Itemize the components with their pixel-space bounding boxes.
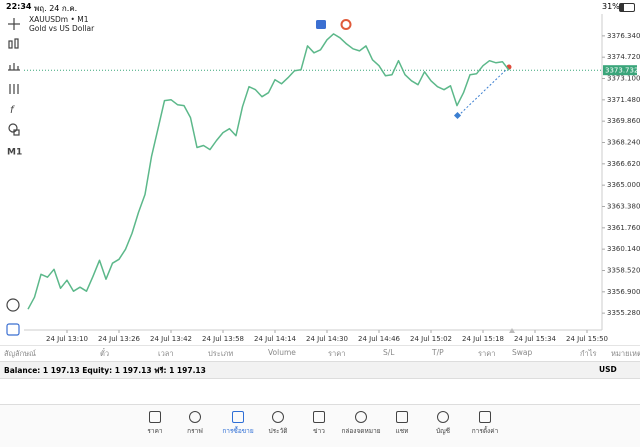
nav-label: กล่องจดหมาย	[341, 427, 381, 435]
x-tick-label: 24 Jul 14:30	[306, 335, 348, 343]
chart-title: XAUUSDm • M1	[29, 15, 89, 24]
y-tick-label: 3374.720	[607, 53, 640, 61]
x-tick-label: 24 Jul 15:18	[462, 335, 504, 343]
nav-icon	[232, 411, 244, 423]
nav-icon	[189, 411, 201, 423]
x-tick-label: 24 Jul 15:02	[410, 335, 452, 343]
column-header: T/P	[432, 348, 444, 357]
current-price-box	[603, 65, 637, 76]
nav-item[interactable]: กล่องจดหมาย	[331, 409, 391, 445]
y-tick-label: 3356.900	[607, 288, 640, 296]
y-tick-label: 3361.760	[607, 224, 640, 232]
nav-label: ประวัติ	[268, 427, 288, 435]
trade-tool[interactable]	[6, 323, 20, 336]
signal-icon[interactable]	[340, 19, 352, 30]
account-bar: Balance: 1 197.13 Equity: 1 197.13 ฟรี: …	[0, 361, 640, 379]
x-tick-label: 24 Jul 13:58	[202, 335, 244, 343]
nav-item[interactable]: แชท	[372, 409, 432, 445]
nav-label: การซื้อขาย	[222, 427, 254, 435]
nav-icon	[437, 411, 449, 423]
nav-item[interactable]: กราฟ	[165, 409, 225, 445]
account-summary: Balance: 1 197.13 Equity: 1 197.13 ฟรี: …	[4, 366, 206, 375]
y-tick-label: 3355.280	[607, 309, 640, 317]
x-tick-label: 24 Jul 15:34	[514, 335, 557, 343]
y-tick-label: 3376.340	[607, 32, 640, 40]
y-tick-label: 3363.380	[607, 202, 640, 210]
nav-icon	[149, 411, 161, 423]
chart: XAUUSDm • M1 Gold vs US Dollar f M1 3376…	[6, 14, 640, 343]
battery-icon	[619, 3, 635, 12]
column-header: ประเภท	[208, 349, 234, 358]
nav-icon	[355, 411, 367, 423]
nav-label: ราคา	[147, 427, 163, 435]
nav-icon	[272, 411, 284, 423]
crosshair-tool[interactable]	[8, 18, 20, 30]
column-header: กำไร	[580, 349, 597, 358]
nav-icon	[479, 411, 491, 423]
entry-marker	[453, 111, 462, 120]
status-time: 22:34	[6, 2, 32, 11]
chart-subtitle: Gold vs US Dollar	[29, 24, 95, 33]
candles-tool[interactable]	[8, 38, 19, 49]
y-tick-label: 3369.860	[607, 117, 640, 125]
y-tick-label: 3373.100	[607, 75, 640, 83]
positions-header: สัญลักษณ์ ตั๋ว เวลา ประเภท Volume ราคา S/L T/P ร…	[0, 345, 640, 360]
column-header: ราคา	[328, 349, 346, 358]
nav-item[interactable]: ข่าว	[289, 409, 349, 445]
y-tick-label: 3358.520	[607, 266, 640, 274]
status-date: พฤ. 24 ก.ค.	[34, 4, 78, 13]
nav-label: กราฟ	[187, 427, 203, 435]
nav-label: บัญชี	[435, 427, 451, 435]
nav-label: การตั้งค่า	[471, 427, 499, 435]
nav-icon	[396, 411, 408, 423]
x-tick-label: 24 Jul 14:14	[254, 335, 297, 343]
y-tick-label: 3365.000	[607, 181, 640, 189]
price-line	[27, 33, 510, 310]
chart-type-tool[interactable]	[8, 63, 20, 71]
nav-icon	[313, 411, 325, 423]
y-tick-label: 3371.480	[607, 96, 640, 104]
column-header: สัญลักษณ์	[4, 349, 37, 358]
bottom-nav: ราคา กราฟ การซื้อขาย ประวัติ ข่าว กล่องจดหมาย…	[0, 404, 640, 447]
one-click-buy-icon[interactable]	[316, 20, 326, 29]
column-header: ตั๋ว	[100, 349, 110, 358]
x-tick-label: 24 Jul 13:26	[98, 335, 141, 343]
column-header: ราคา	[478, 349, 496, 358]
current-price-label: 3373.732	[605, 67, 638, 75]
x-tick-label: 24 Jul 13:10	[46, 335, 88, 343]
column-header: เวลา	[158, 349, 174, 358]
nav-item[interactable]: ประวัติ	[248, 409, 308, 445]
trade-line	[457, 66, 510, 117]
y-tick-label: 3366.620	[607, 160, 640, 168]
account-currency: USD	[599, 365, 617, 374]
nav-label: ข่าว	[313, 427, 325, 435]
indicators-tool[interactable]	[9, 84, 19, 94]
nav-item[interactable]: บัญชี	[413, 409, 473, 445]
timeframe[interactable]: M1	[7, 148, 22, 158]
nav-item[interactable]: ราคา	[125, 409, 185, 445]
y-tick-label: 3360.140	[607, 245, 640, 253]
x-tick-label: 24 Jul 13:42	[150, 335, 192, 343]
nav-label: แชท	[395, 427, 409, 435]
column-header: หมายเหตุ	[611, 349, 640, 358]
toolbar: f	[6, 18, 20, 336]
column-header: Swap	[512, 348, 533, 357]
objects-tool[interactable]	[8, 123, 20, 136]
column-header: S/L	[383, 348, 395, 357]
function-tool[interactable]: f	[10, 105, 15, 116]
x-tick-label: 24 Jul 14:46	[358, 335, 401, 343]
nav-item[interactable]: การตั้งค่า	[455, 409, 515, 445]
column-header: Volume	[268, 348, 296, 357]
x-tick-label: 24 Jul 15:50	[566, 335, 608, 343]
gauge-tool[interactable]	[6, 298, 20, 312]
status-battery: 31%	[602, 2, 620, 11]
y-tick-label: 3368.240	[607, 139, 640, 147]
nav-item[interactable]: การซื้อขาย	[208, 409, 268, 445]
shift-marker	[509, 328, 515, 333]
